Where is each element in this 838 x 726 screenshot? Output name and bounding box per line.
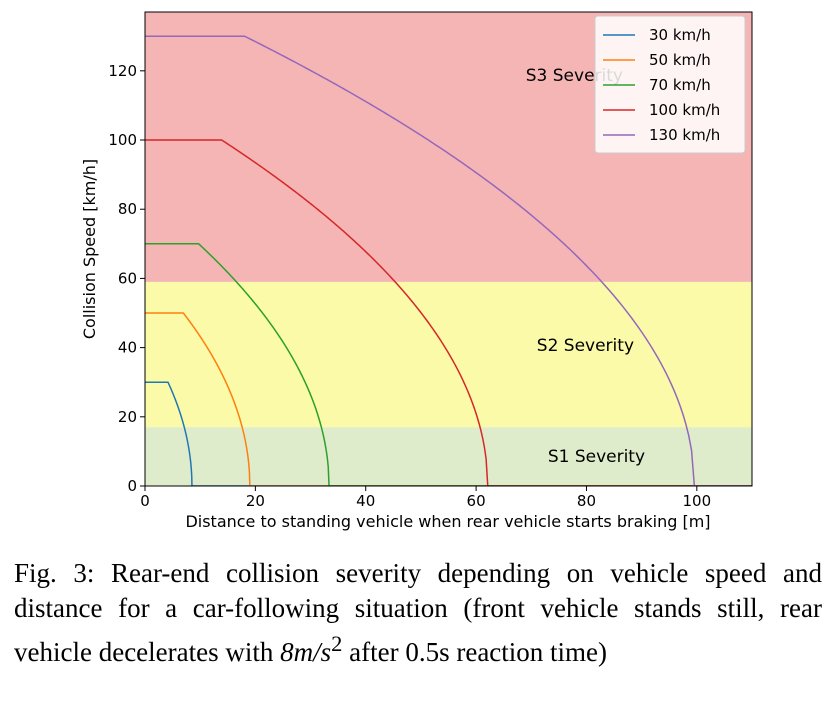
- severity-band-1: [145, 427, 752, 486]
- legend-label-2: 50 km/h: [649, 51, 711, 69]
- x-tick-label-0: 0: [140, 492, 150, 510]
- y-tick-label-5: 100: [108, 131, 137, 149]
- series-line-5: [145, 35, 752, 486]
- x-tick-label-3: 60: [467, 492, 486, 510]
- plot-frame: [144, 11, 753, 487]
- y-tick-label-2: 40: [118, 339, 137, 357]
- series-line-2: [145, 312, 752, 486]
- x-tick-label-5: 100: [682, 492, 711, 510]
- severity-label-1: S1 Severity: [548, 447, 645, 467]
- y-tick-label-0: 0: [127, 477, 137, 495]
- series-line-1: [145, 381, 752, 486]
- x-tick-label-4: 80: [577, 492, 596, 510]
- y-axis-ticks: 0 20 40 60 80 100 120: [108, 62, 145, 495]
- legend-label-5: 130 km/h: [649, 126, 720, 144]
- legend-box: [594, 15, 746, 154]
- caption-text-end: after 0.5s reaction time): [349, 637, 608, 667]
- legend-label-3: 70 km/h: [649, 76, 711, 94]
- y-tick-label-4: 80: [118, 200, 137, 218]
- x-tick-label-2: 40: [356, 492, 375, 510]
- y-axis-label: Collision Speed [km/h]: [80, 159, 99, 339]
- severity-label-2: S2 Severity: [537, 336, 634, 356]
- figure-label: Fig. 3:: [14, 558, 95, 588]
- series-line-4: [145, 139, 752, 486]
- y-tick-label-3: 60: [118, 269, 137, 287]
- x-axis-label: Distance to standing vehicle when rear v…: [185, 512, 710, 531]
- y-tick-label-1: 20: [118, 408, 137, 426]
- series-line-3: [145, 243, 752, 486]
- y-tick-label-6: 120: [108, 62, 137, 80]
- legend: 30 km/h 50 km/h 70 km/h 100 km/h 130 km/h: [594, 15, 746, 154]
- caption-math-exponent: 2: [331, 631, 343, 656]
- series-lines: [145, 35, 752, 486]
- x-axis-ticks: 0 20 40 60 80 100: [140, 486, 711, 510]
- caption-text: Rear-end collision severity depending on…: [14, 558, 822, 667]
- caption-math: 8m/s: [280, 637, 332, 667]
- legend-label-1: 30 km/h: [649, 26, 711, 44]
- figure-caption: Fig. 3: Rear-end collision severity depe…: [14, 556, 822, 670]
- x-tick-label-1: 20: [246, 492, 265, 510]
- legend-label-4: 100 km/h: [649, 101, 720, 119]
